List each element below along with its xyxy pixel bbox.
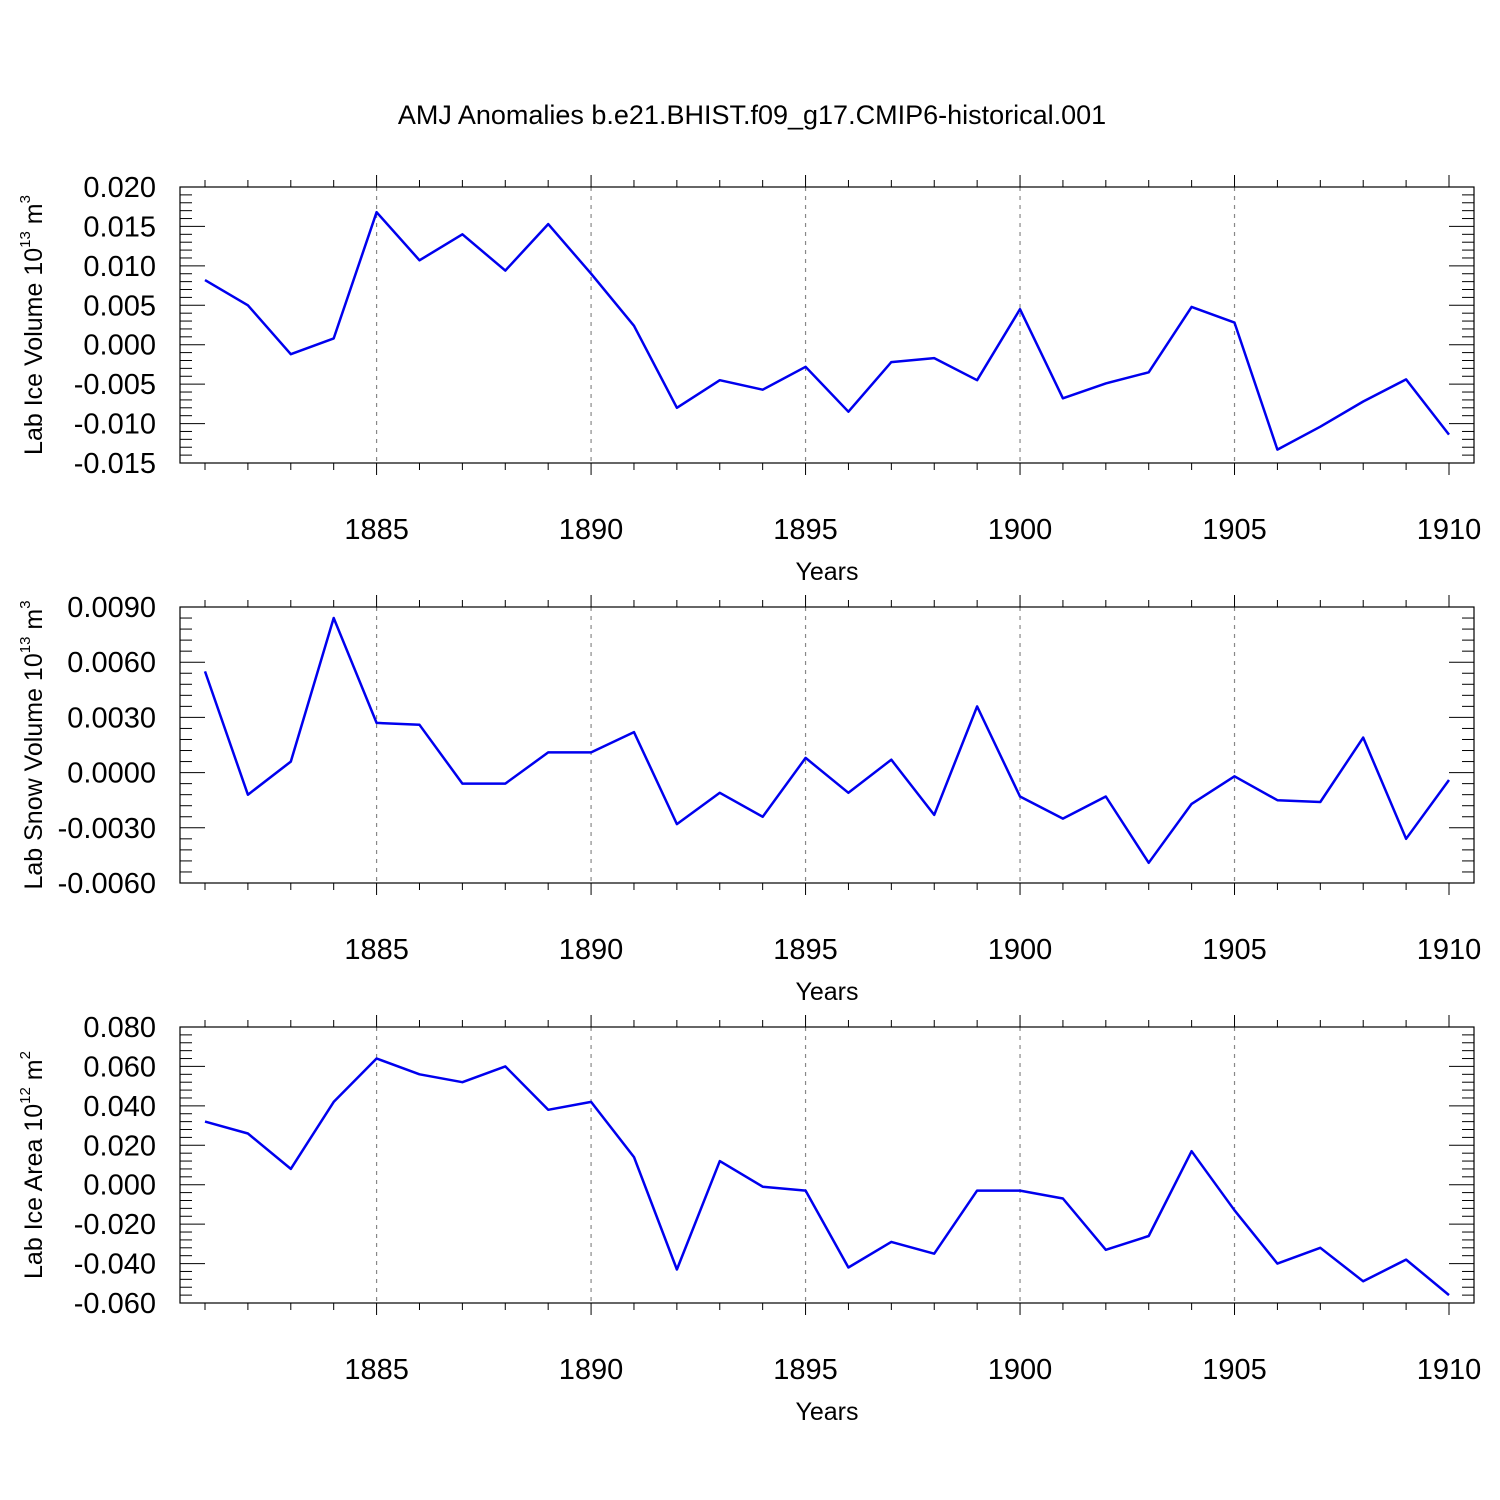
x-axis-label: Years: [795, 1398, 858, 1426]
y-tick-label: 0.010: [83, 251, 156, 283]
x-tick-label: 1905: [1202, 1354, 1267, 1386]
x-tick-label: 1885: [344, 1354, 409, 1386]
x-tick-label: 1885: [344, 934, 409, 966]
y-tick-label: -0.005: [74, 369, 156, 401]
y-tick-label: -0.0030: [58, 813, 156, 845]
x-tick-label: 1905: [1202, 934, 1267, 966]
x-tick-label: 1885: [344, 514, 409, 546]
x-axis-label: Years: [795, 558, 858, 586]
y-tick-label: 0.040: [83, 1091, 156, 1123]
y-tick-label: 0.000: [83, 1170, 156, 1202]
y-tick-label: 0.020: [83, 1130, 156, 1162]
x-tick-label: 1900: [988, 1354, 1053, 1386]
panel-3: 0.080 0.060 0.040 0.020 0.000 -0.020 -0.040 -0.…: [17, 1012, 1481, 1426]
y-tick-label: 0.015: [83, 211, 156, 243]
plot-frame: [179, 186, 1475, 464]
x-tick-label: 1895: [773, 934, 838, 966]
y-tick-label: -0.010: [74, 409, 156, 441]
y-tick-label: 0.0030: [67, 702, 156, 734]
y-tick-label: -0.015: [74, 448, 156, 480]
y-tick-label: -0.020: [74, 1209, 156, 1241]
y-tick-label: 0.0060: [67, 647, 156, 679]
plot-frame: [179, 1026, 1475, 1304]
y-tick-label: -0.060: [74, 1288, 156, 1320]
x-tick-label: 1890: [559, 1354, 624, 1386]
y-tick-label: 0.0090: [67, 592, 156, 624]
x-tick-label: 1910: [1417, 1354, 1482, 1386]
y-tick-label: -0.0060: [58, 868, 156, 900]
x-tick-label: 1895: [773, 1354, 838, 1386]
plot-frame: [179, 606, 1475, 884]
y-tick-label: 0.020: [83, 172, 156, 204]
y-tick-label: 0.080: [83, 1012, 156, 1044]
y-axis-label: Lab Snow Volume 1013 m3: [17, 600, 48, 889]
series-line: [204, 1057, 1450, 1297]
series-line: [204, 210, 1450, 451]
panel-1: 0.020 0.015 0.010 0.005 0.000 -0.005 -0.010 -0.…: [17, 172, 1481, 586]
y-axis-label: Lab Ice Area 1012 m2: [17, 1051, 48, 1279]
y-tick-label: 0.0000: [67, 758, 156, 790]
x-tick-label: 1900: [988, 514, 1053, 546]
x-tick-label: 1910: [1417, 514, 1482, 546]
x-axis-label: Years: [795, 978, 858, 1006]
series-line: [203, 616, 1451, 865]
x-tick-label: 1890: [559, 514, 624, 546]
y-tick-label: 0.005: [83, 290, 156, 322]
y-tick-label: 0.000: [83, 330, 156, 362]
y-tick-label: -0.040: [74, 1249, 156, 1281]
y-tick-label: 0.060: [83, 1051, 156, 1083]
x-tick-label: 1895: [773, 514, 838, 546]
x-tick-label: 1910: [1417, 934, 1482, 966]
panel-2: 0.0090 0.0060 0.0030 0.0000 -0.0030 -0.0060 18…: [17, 592, 1481, 1006]
x-tick-label: 1890: [559, 934, 624, 966]
chart-title: AMJ Anomalies b.e21.BHIST.f09_g17.CMIP6-…: [398, 100, 1106, 130]
x-tick-label: 1905: [1202, 514, 1267, 546]
x-tick-label: 1900: [988, 934, 1053, 966]
y-axis-label: Lab Ice Volume 1013 m3: [17, 195, 48, 455]
panels: 0.020 0.015 0.010 0.005 0.000 -0.005 -0.010 -0.…: [17, 172, 1481, 1426]
